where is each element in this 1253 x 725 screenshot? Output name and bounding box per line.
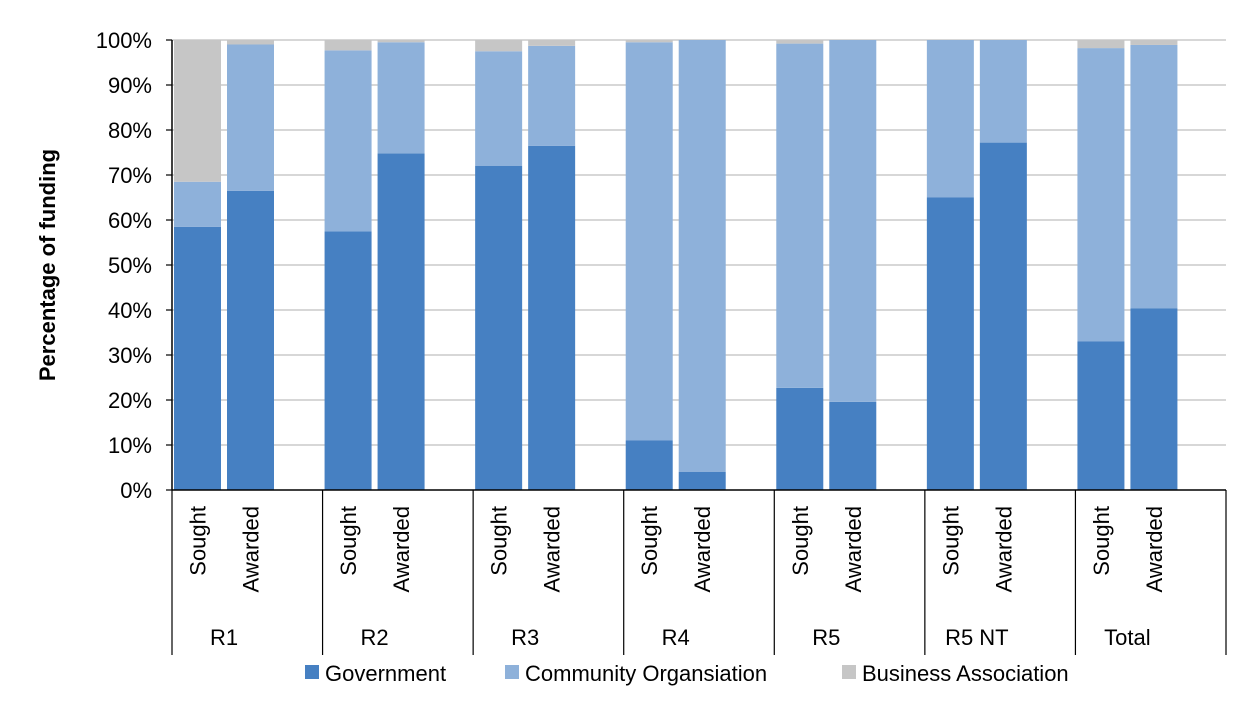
x-tick-label: Awarded <box>841 506 866 592</box>
bar-segment-community-organsiation <box>227 44 274 191</box>
axes <box>166 39 1227 655</box>
y-tick-label: 90% <box>108 73 152 98</box>
bar-segment-community-organsiation <box>625 42 673 441</box>
y-tick-label: 10% <box>108 433 152 458</box>
bar-segment-community-organsiation <box>528 45 576 146</box>
y-tick-label: 40% <box>108 298 152 323</box>
axis-labels: 0% 10% 20% 30% 40% 50% 60% 70% 80% 90% 100% Sought A… <box>96 28 1167 650</box>
bar-segment-business-association <box>625 40 673 43</box>
bar-segment-community-organsiation <box>324 50 372 232</box>
bar-segment-business-association <box>1130 40 1178 45</box>
bar-segment-government <box>475 166 523 490</box>
x-tick-label: Awarded <box>389 506 414 592</box>
x-tick-label: Sought <box>336 506 361 576</box>
x-tick-label: Awarded <box>1142 506 1167 592</box>
bar-segment-business-association <box>1077 40 1125 49</box>
bar-segment-community-organsiation <box>174 181 221 227</box>
bar-segment-government <box>528 145 576 490</box>
x-tick-label: Sought <box>487 506 512 576</box>
legend-swatch <box>305 665 319 679</box>
bar-segment-government <box>227 190 274 490</box>
x-tick-label: Sought <box>788 506 813 576</box>
y-tick-label: 80% <box>108 118 152 143</box>
bar-segment-government <box>776 387 824 490</box>
bar-segment-government <box>174 226 221 490</box>
bar-segment-community-organsiation <box>1130 44 1178 309</box>
y-tick-label: 100% <box>96 28 152 53</box>
bar-segment-community-organsiation <box>1077 48 1125 342</box>
y-tick-label: 50% <box>108 253 152 278</box>
legend-swatch <box>505 665 519 679</box>
x-tick-label: Sought <box>938 506 963 576</box>
bar-segment-business-association <box>528 40 576 46</box>
legend-swatch <box>842 665 856 679</box>
x-tick-label: Awarded <box>991 506 1016 592</box>
bar-segment-community-organsiation <box>678 40 726 472</box>
y-tick-label: 30% <box>108 343 152 368</box>
bar-segment-government <box>926 197 974 490</box>
group-label: R2 <box>361 625 389 650</box>
x-tick-label: Awarded <box>540 506 565 592</box>
y-axis-label: Percentage of funding <box>35 149 60 381</box>
x-tick-label: Awarded <box>690 506 715 592</box>
bar-segment-business-association <box>776 40 824 44</box>
x-tick-label: Awarded <box>239 506 264 592</box>
bar-segment-government <box>1077 341 1125 490</box>
y-tick-label: 0% <box>120 478 152 503</box>
bar-segment-community-organsiation <box>926 40 974 198</box>
group-label: R5 NT <box>945 625 1009 650</box>
bar-segment-community-organsiation <box>377 42 425 154</box>
y-tick-label: 20% <box>108 388 152 413</box>
legend-label: Community Organsiation <box>525 661 767 686</box>
legend-label: Business Association <box>862 661 1069 686</box>
bar-segment-government <box>979 142 1027 490</box>
x-tick-label: Sought <box>637 506 662 576</box>
group-label: Total <box>1104 625 1150 650</box>
group-label: R5 <box>812 625 840 650</box>
bar-segment-government <box>377 153 425 490</box>
bar-segment-community-organsiation <box>776 43 824 388</box>
bar-segment-business-association <box>475 40 523 52</box>
bar-segment-government <box>829 401 877 490</box>
bars <box>174 40 1178 490</box>
bar-segment-government <box>625 440 673 490</box>
bar-segment-community-organsiation <box>829 40 877 402</box>
legend-label: Government <box>325 661 446 686</box>
bar-segment-government <box>324 231 372 490</box>
x-tick-label: Sought <box>186 506 211 576</box>
y-tick-label: 60% <box>108 208 152 233</box>
bar-segment-business-association <box>227 40 274 45</box>
group-label: R3 <box>511 625 539 650</box>
x-tick-label: Sought <box>1089 506 1114 576</box>
legend: Government Community Organsiation Business… <box>305 661 1069 686</box>
bar-segment-government <box>1130 308 1178 490</box>
group-label: R4 <box>662 625 690 650</box>
bar-segment-business-association <box>324 40 372 51</box>
y-tick-label: 70% <box>108 163 152 188</box>
bar-segment-business-association <box>377 40 425 43</box>
bar-segment-community-organsiation <box>979 40 1027 143</box>
bar-segment-community-organsiation <box>475 51 523 166</box>
group-label: R1 <box>210 625 238 650</box>
bar-segment-business-association <box>174 40 221 182</box>
bar-segment-government <box>678 472 726 490</box>
